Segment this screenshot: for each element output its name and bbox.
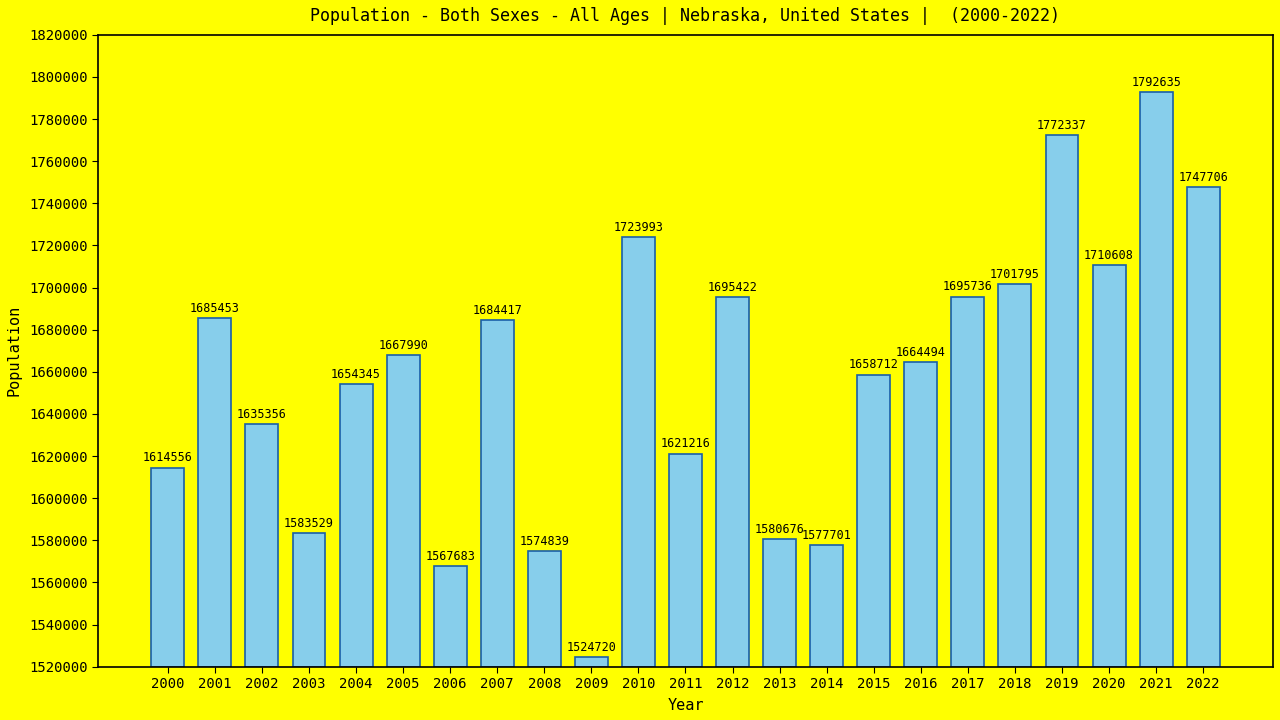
- Text: 1772337: 1772337: [1037, 119, 1087, 132]
- Bar: [622, 237, 655, 667]
- Text: 1684417: 1684417: [472, 305, 522, 318]
- Bar: [1093, 265, 1125, 667]
- Text: 1635356: 1635356: [237, 408, 287, 420]
- Text: 1574839: 1574839: [520, 535, 570, 548]
- Bar: [481, 320, 513, 667]
- Text: 1792635: 1792635: [1132, 76, 1181, 89]
- Bar: [669, 454, 701, 667]
- Bar: [434, 566, 467, 667]
- Bar: [246, 424, 279, 667]
- Text: 1747706: 1747706: [1178, 171, 1228, 184]
- Bar: [998, 284, 1032, 667]
- Text: 1695736: 1695736: [943, 280, 993, 293]
- Text: 1567683: 1567683: [425, 550, 475, 563]
- Bar: [1046, 135, 1079, 667]
- X-axis label: Year: Year: [667, 698, 704, 713]
- Bar: [339, 384, 372, 667]
- Text: 1695422: 1695422: [708, 281, 758, 294]
- Bar: [387, 355, 420, 667]
- Text: 1614556: 1614556: [143, 451, 193, 464]
- Bar: [1139, 92, 1172, 667]
- Text: 1658712: 1658712: [849, 359, 899, 372]
- Text: 1577701: 1577701: [801, 529, 851, 542]
- Text: 1701795: 1701795: [989, 268, 1039, 281]
- Bar: [1187, 187, 1220, 667]
- Text: 1710608: 1710608: [1084, 249, 1134, 262]
- Bar: [763, 539, 796, 667]
- Bar: [293, 533, 325, 667]
- Text: 1524720: 1524720: [567, 641, 616, 654]
- Text: 1723993: 1723993: [613, 221, 663, 234]
- Bar: [810, 545, 844, 667]
- Bar: [905, 362, 937, 667]
- Text: 1664494: 1664494: [896, 346, 946, 359]
- Text: 1583529: 1583529: [284, 517, 334, 530]
- Title: Population - Both Sexes - All Ages | Nebraska, United States |  (2000-2022): Population - Both Sexes - All Ages | Neb…: [311, 7, 1061, 25]
- Bar: [858, 374, 890, 667]
- Bar: [575, 657, 608, 667]
- Text: 1621216: 1621216: [660, 437, 710, 450]
- Bar: [716, 297, 749, 667]
- Bar: [198, 318, 232, 667]
- Bar: [951, 297, 984, 667]
- Text: 1580676: 1580676: [755, 523, 805, 536]
- Bar: [151, 467, 184, 667]
- Y-axis label: Population: Population: [6, 305, 22, 397]
- Text: 1667990: 1667990: [378, 339, 428, 352]
- Bar: [527, 552, 561, 667]
- Text: 1685453: 1685453: [189, 302, 239, 315]
- Text: 1654345: 1654345: [332, 368, 381, 381]
